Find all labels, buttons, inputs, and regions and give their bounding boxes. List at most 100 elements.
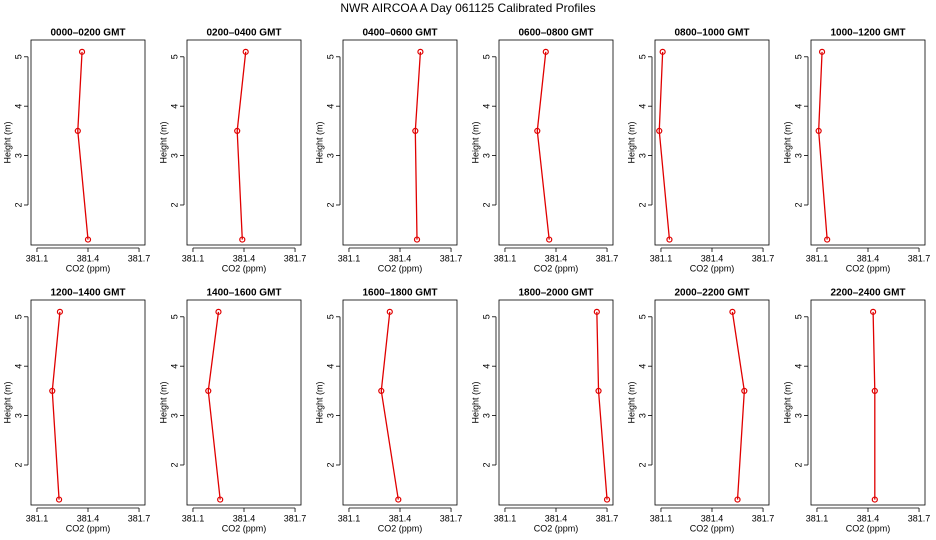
data-point xyxy=(56,308,64,315)
y-tick-label: 4 xyxy=(481,364,491,369)
y-tick-label: 4 xyxy=(169,104,179,109)
data-point xyxy=(413,236,421,243)
plot-frame xyxy=(654,299,770,506)
y-tick-label: 2 xyxy=(325,462,335,467)
data-point xyxy=(386,308,393,315)
x-tick-label: 381.1 xyxy=(806,513,829,523)
profile-line xyxy=(596,311,608,500)
x-tick-label: 381.4 xyxy=(389,513,412,523)
data-point xyxy=(656,127,663,134)
y-tick-label: 3 xyxy=(13,153,23,158)
x-tick-label: 381.4 xyxy=(701,513,724,523)
data-point xyxy=(871,496,878,503)
y-tick-label: 2 xyxy=(793,202,803,207)
x-tick-label: 381.1 xyxy=(338,513,361,523)
data-point xyxy=(239,236,246,243)
x-axis-label: CO2 (ppm) xyxy=(846,263,891,273)
data-point xyxy=(659,48,666,55)
data-point xyxy=(49,387,56,394)
x-tick-label: 381.7 xyxy=(596,513,619,523)
x-tick-label: 381.1 xyxy=(806,253,829,263)
data-point xyxy=(78,48,86,55)
y-tick-label: 4 xyxy=(13,104,23,109)
y-tick-label: 5 xyxy=(637,314,647,319)
data-point xyxy=(824,236,831,243)
y-tick-label: 4 xyxy=(793,104,803,109)
y-tick-label: 3 xyxy=(169,413,179,418)
y-tick-label: 3 xyxy=(481,153,491,158)
x-tick-label: 381.4 xyxy=(545,253,568,263)
y-axis-label: Height (m) xyxy=(314,381,324,423)
x-tick-label: 381.7 xyxy=(128,253,151,263)
data-point xyxy=(534,127,541,134)
x-tick-label: 381.1 xyxy=(494,253,517,263)
data-point xyxy=(242,48,249,55)
y-tick-label: 5 xyxy=(13,314,23,319)
panel-title: 0400–0600 GMT xyxy=(362,28,437,39)
y-tick-label: 2 xyxy=(481,202,491,207)
plot-frame xyxy=(810,299,926,506)
profile-line xyxy=(658,51,671,240)
data-point xyxy=(546,236,553,243)
y-tick-label: 3 xyxy=(481,413,491,418)
data-point xyxy=(542,48,549,55)
x-axis-label: CO2 (ppm) xyxy=(690,263,735,273)
x-tick-label: 381.1 xyxy=(182,513,205,523)
y-tick-label: 5 xyxy=(481,314,491,319)
y-tick-label: 5 xyxy=(169,314,179,319)
data-point xyxy=(205,387,212,394)
y-tick-label: 5 xyxy=(637,54,647,59)
y-tick-label: 3 xyxy=(637,413,647,418)
panel-title: 1800–2000 GMT xyxy=(518,288,593,299)
data-point xyxy=(666,236,673,243)
data-point xyxy=(729,308,736,315)
y-tick-label: 4 xyxy=(637,104,647,109)
profile-line xyxy=(380,311,399,500)
y-tick-label: 3 xyxy=(169,153,179,158)
y-tick-label: 3 xyxy=(325,413,335,418)
y-tick-label: 5 xyxy=(793,54,803,59)
y-tick-label: 4 xyxy=(13,364,23,369)
y-tick-label: 3 xyxy=(325,153,335,158)
y-tick-label: 5 xyxy=(793,314,803,319)
x-tick-label: 381.7 xyxy=(596,253,619,263)
y-axis-label: Height (m) xyxy=(470,381,480,423)
x-axis-label: CO2 (ppm) xyxy=(534,523,579,533)
x-tick-label: 381.4 xyxy=(389,253,412,263)
y-axis-label: Height (m) xyxy=(626,381,636,423)
y-tick-label: 5 xyxy=(13,54,23,59)
y-tick-label: 2 xyxy=(793,462,803,467)
x-axis-label: CO2 (ppm) xyxy=(222,523,267,533)
y-tick-label: 2 xyxy=(13,202,23,207)
y-axis-label: Height (m) xyxy=(626,121,636,163)
y-axis-label: Height (m) xyxy=(314,121,324,163)
x-axis-label: CO2 (ppm) xyxy=(378,263,423,273)
x-axis-label: CO2 (ppm) xyxy=(66,263,111,273)
plot-frame xyxy=(30,39,146,246)
plot-frame xyxy=(186,39,302,246)
y-axis-label: Height (m) xyxy=(158,381,168,423)
panel-title: 2200–2400 GMT xyxy=(830,288,905,299)
y-tick-label: 2 xyxy=(13,462,23,467)
y-tick-label: 2 xyxy=(169,202,179,207)
x-tick-label: 381.7 xyxy=(284,513,307,523)
data-point xyxy=(412,127,419,134)
panel-title: 0600–0800 GMT xyxy=(518,28,593,39)
panel-title: 1000–1200 GMT xyxy=(830,28,905,39)
data-point xyxy=(217,496,224,503)
x-tick-label: 381.7 xyxy=(908,513,931,523)
profile-line xyxy=(207,311,221,500)
y-tick-label: 2 xyxy=(637,202,647,207)
y-tick-label: 4 xyxy=(793,364,803,369)
x-tick-label: 381.4 xyxy=(701,253,724,263)
x-tick-label: 381.7 xyxy=(908,253,931,263)
panel-title: 0000–0200 GMT xyxy=(50,28,125,39)
x-tick-label: 381.7 xyxy=(284,253,307,263)
data-point xyxy=(395,496,402,503)
plot-frame xyxy=(810,39,926,246)
data-point xyxy=(815,127,822,134)
data-point xyxy=(603,496,611,503)
y-tick-label: 2 xyxy=(481,462,491,467)
x-tick-label: 381.7 xyxy=(752,513,775,523)
